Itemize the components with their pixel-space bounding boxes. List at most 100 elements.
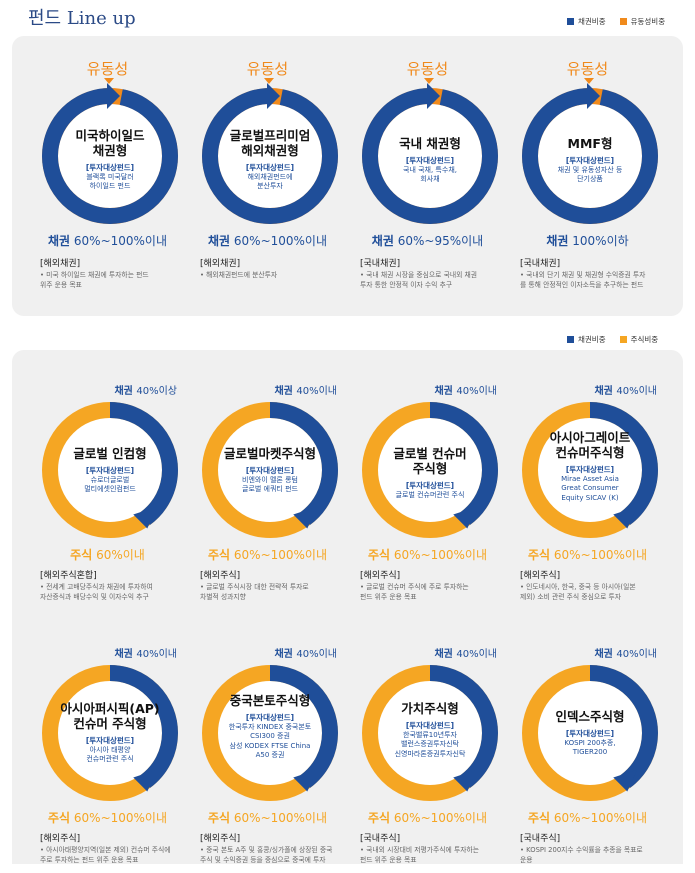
ring-center: 인덱스주식형 [투자대상펀드] KOSPI 200추종, TIGER200 — [535, 709, 645, 758]
ring-wrap — [350, 653, 510, 813]
liquidity-label: 유동성 — [246, 60, 289, 78]
invest-target-desc: 글로벌 에쿼티 펀드 — [242, 485, 298, 494]
invest-target-desc: 글로벌 컨슈머관련 주식 — [395, 491, 465, 499]
ratio-ring — [42, 402, 178, 538]
ratio-kind: 채권 — [207, 234, 231, 248]
bond-ratio-value: 40%이내 — [456, 649, 497, 660]
down-arrow-icon — [264, 78, 274, 84]
fund-category: [국내채권] — [520, 259, 561, 269]
down-arrow-icon — [424, 78, 434, 84]
fund-note-line: • 아시아태평양지역(일본 제외) 컨슈머 주식에 — [40, 846, 171, 854]
ring-main-segment — [202, 88, 338, 224]
fund-card[interactable]: 채권 40%이상 글로벌 인컴형 [투자대상펀드] 슈로더글로벌 멀티에셋인컴펀드 주식 … — [30, 350, 185, 610]
legend-top: 채권비중 유동성비중 — [567, 16, 665, 27]
ring-arrow-icon — [133, 506, 158, 529]
ring-bond-segment — [202, 402, 338, 538]
fund-card[interactable]: 채권 40%이내 인덱스주식형 [투자대상펀드] KOSPI 200추종, TIGER2… — [510, 613, 665, 873]
fund-card[interactable]: 유동성 미국하이일드 채권형 [투자대상펀드] 블랙록 미국달러 하이일드 펀드 채권 60… — [30, 36, 185, 316]
fund-card[interactable]: 채권 40%이내 글로벌마켓주식형 [투자대상펀드] 비엔와이 멜론 롱텀 글로벌 에쿼… — [190, 350, 345, 610]
invest-target-desc: KOSPI 200추종, — [564, 739, 616, 747]
ratio-kind: 채권 — [371, 234, 394, 248]
ratio-text: 주식 60%~100%이내 — [510, 809, 665, 826]
fund-note-line: 제외) 소비 관련 주식 중심으로 투자 — [520, 593, 621, 602]
invest-target-desc: Equity SICAV (K) — [561, 493, 619, 502]
fund-name: 글로벌 컨슈머 — [393, 446, 467, 461]
fund-category: [해외주식] — [200, 571, 241, 581]
ring-center: MMF형 [투자대상펀드] 채권 및 유동성자산 등 단기상품 — [535, 136, 645, 185]
fund-note: • 글로벌 주식시장 대한 전략적 투자로 차별적 성과지향 — [200, 582, 340, 602]
invest-target-desc: 해외채권펀드에 — [247, 173, 293, 181]
fund-name: 미국하이일드 — [75, 128, 145, 143]
ring-center: 아시아그레이트 컨슈머주식형 [투자대상펀드] Mirae Asset Asia Gre… — [535, 430, 645, 503]
page-title: 펀드 Line up — [28, 8, 136, 29]
fund-card[interactable]: 유동성 MMF형 [투자대상펀드] 채권 및 유동성자산 등 단기상품 채권 100%이하… — [510, 36, 665, 316]
ratio-text: 주식 60%~100%이내 — [30, 809, 185, 826]
ratio-text: 채권 60%~95%이내 — [350, 232, 505, 249]
fund-note-line: 운용 — [520, 856, 533, 865]
ring-main-segment — [362, 88, 498, 224]
fund-card[interactable]: 채권 40%이내 중국본토주식형 [투자대상펀드] 한국투자 KINDEX 중국본토 C… — [190, 613, 345, 873]
ring-bond-segment — [362, 402, 498, 538]
fund-card[interactable]: 채권 40%이내 가치주식형 [투자대상펀드] 한국밸류10년투자 밸런스증권투자신탁 신… — [350, 613, 505, 873]
legend-liquidity-label: 유동성비중 — [630, 17, 666, 26]
bond-ratio-value: 40%이상 — [136, 386, 177, 397]
fund-note-line: 주로 투자하는 펀드 위주 운용 목표 — [40, 856, 139, 865]
ring-arrow-icon — [613, 769, 638, 792]
invest-target-desc: 신영마라톤증권투자신탁 — [394, 749, 466, 758]
fund-note-line: 투자 통한 안정적 이자 수익 추구 — [360, 281, 453, 290]
ratio-ring — [202, 83, 338, 224]
fund-name: 해외채권형 — [241, 143, 299, 158]
fund-name: 컨슈머 주식형 — [73, 716, 147, 731]
legend-middle: 채권비중 주식비중 — [567, 334, 658, 345]
ring-bond-segment — [202, 665, 338, 801]
invest-target-label: [투자대상펀드] — [565, 156, 615, 165]
legend-bond-label: 채권비중 — [578, 335, 606, 344]
fund-card[interactable]: 채권 40%이내 글로벌 컨슈머 주식형 [투자대상펀드] 글로벌 컨슈머관련 주식 주식… — [350, 350, 505, 610]
ratio-value: 60%~100%이내 — [553, 548, 648, 562]
fund-card[interactable]: 채권 40%이내 아시아퍼시픽(AP) 컨슈머 주식형 [투자대상펀드] 아시아 태평양… — [30, 613, 185, 873]
bond-ratio-tag: 채권 40%이내 — [114, 645, 177, 660]
ratio-value: 60%~100%이내 — [553, 811, 648, 825]
fund-category: [해외주식] — [200, 834, 241, 844]
fund-note: • 미국 하이일드 채권에 투자하는 펀드 위주 운용 목표 — [40, 270, 180, 290]
ring-wrap — [510, 653, 670, 813]
invest-target-desc: 아시아 태평양 — [89, 746, 131, 754]
fund-category: [해외주식] — [40, 834, 81, 844]
ratio-kind: 주식 — [207, 811, 231, 825]
ratio-kind: 주식 — [367, 811, 391, 825]
fund-name: 컨슈머주식형 — [555, 445, 625, 460]
invest-target-label: [투자대상펀드] — [245, 466, 295, 475]
ratio-value: 60%~100%이내 — [233, 234, 328, 248]
fund-note-line: 를 통해 안정적인 이자소득을 추구하는 펀드 — [520, 281, 644, 290]
fund-card[interactable]: 유동성 글로벌프리미엄 해외채권형 [투자대상펀드] 해외채권펀드에 분산투자 채권 60%… — [190, 36, 345, 316]
invest-target-label: [투자대상펀드] — [405, 481, 455, 490]
fund-note-line: 주식 및 수익증권 등을 중심으로 중국에 투자 — [200, 856, 326, 865]
fund-note: • 해외채권펀드에 분산투자 — [200, 270, 340, 280]
fund-note-line: 펀드 위주 운용 목표 — [360, 856, 417, 865]
bond-ratio-tag: 채권 40%이내 — [594, 382, 657, 397]
bond-ratio-tag: 채권 40%이상 — [114, 382, 177, 397]
fund-note-line: • 국내외 단기 채권 및 채권형 수익증권 투자 — [520, 271, 646, 279]
fund-note-line: • 해외채권펀드에 분산투자 — [200, 271, 278, 279]
bond-ratio-value: 40%이내 — [136, 649, 177, 660]
ring-arrow-icon — [427, 83, 440, 109]
liquidity-label: 유동성 — [86, 60, 129, 78]
ring-wrap — [350, 390, 510, 550]
ratio-text: 주식 60%~100%이내 — [190, 809, 345, 826]
invest-target-desc: 한국밸류10년투자 — [403, 731, 457, 739]
ratio-text: 채권 100%이하 — [510, 232, 665, 249]
ratio-text: 채권 60%~100%이내 — [190, 232, 345, 249]
invest-target-desc: 밸런스증권투자신탁 — [401, 740, 459, 749]
invest-target-desc: 멀티에셋인컴펀드 — [84, 485, 136, 494]
fund-card[interactable]: 유동성 국내 채권형 [투자대상펀드] 국내 국채, 특수채, 회사채 채권 60%~95… — [350, 36, 505, 316]
ring-wrap — [30, 653, 190, 813]
invest-target-desc: 한국투자 KINDEX 중국본토 — [228, 723, 312, 731]
invest-target-label: [투자대상펀드] — [245, 713, 295, 722]
bond-ratio-kind: 채권 — [434, 649, 453, 660]
fund-note-line: • KOSPI 200지수 수익률을 추종을 목표로 — [520, 846, 643, 854]
fund-note-line: • 국내외 시장대비 저평가주식에 투자하는 — [360, 846, 479, 854]
